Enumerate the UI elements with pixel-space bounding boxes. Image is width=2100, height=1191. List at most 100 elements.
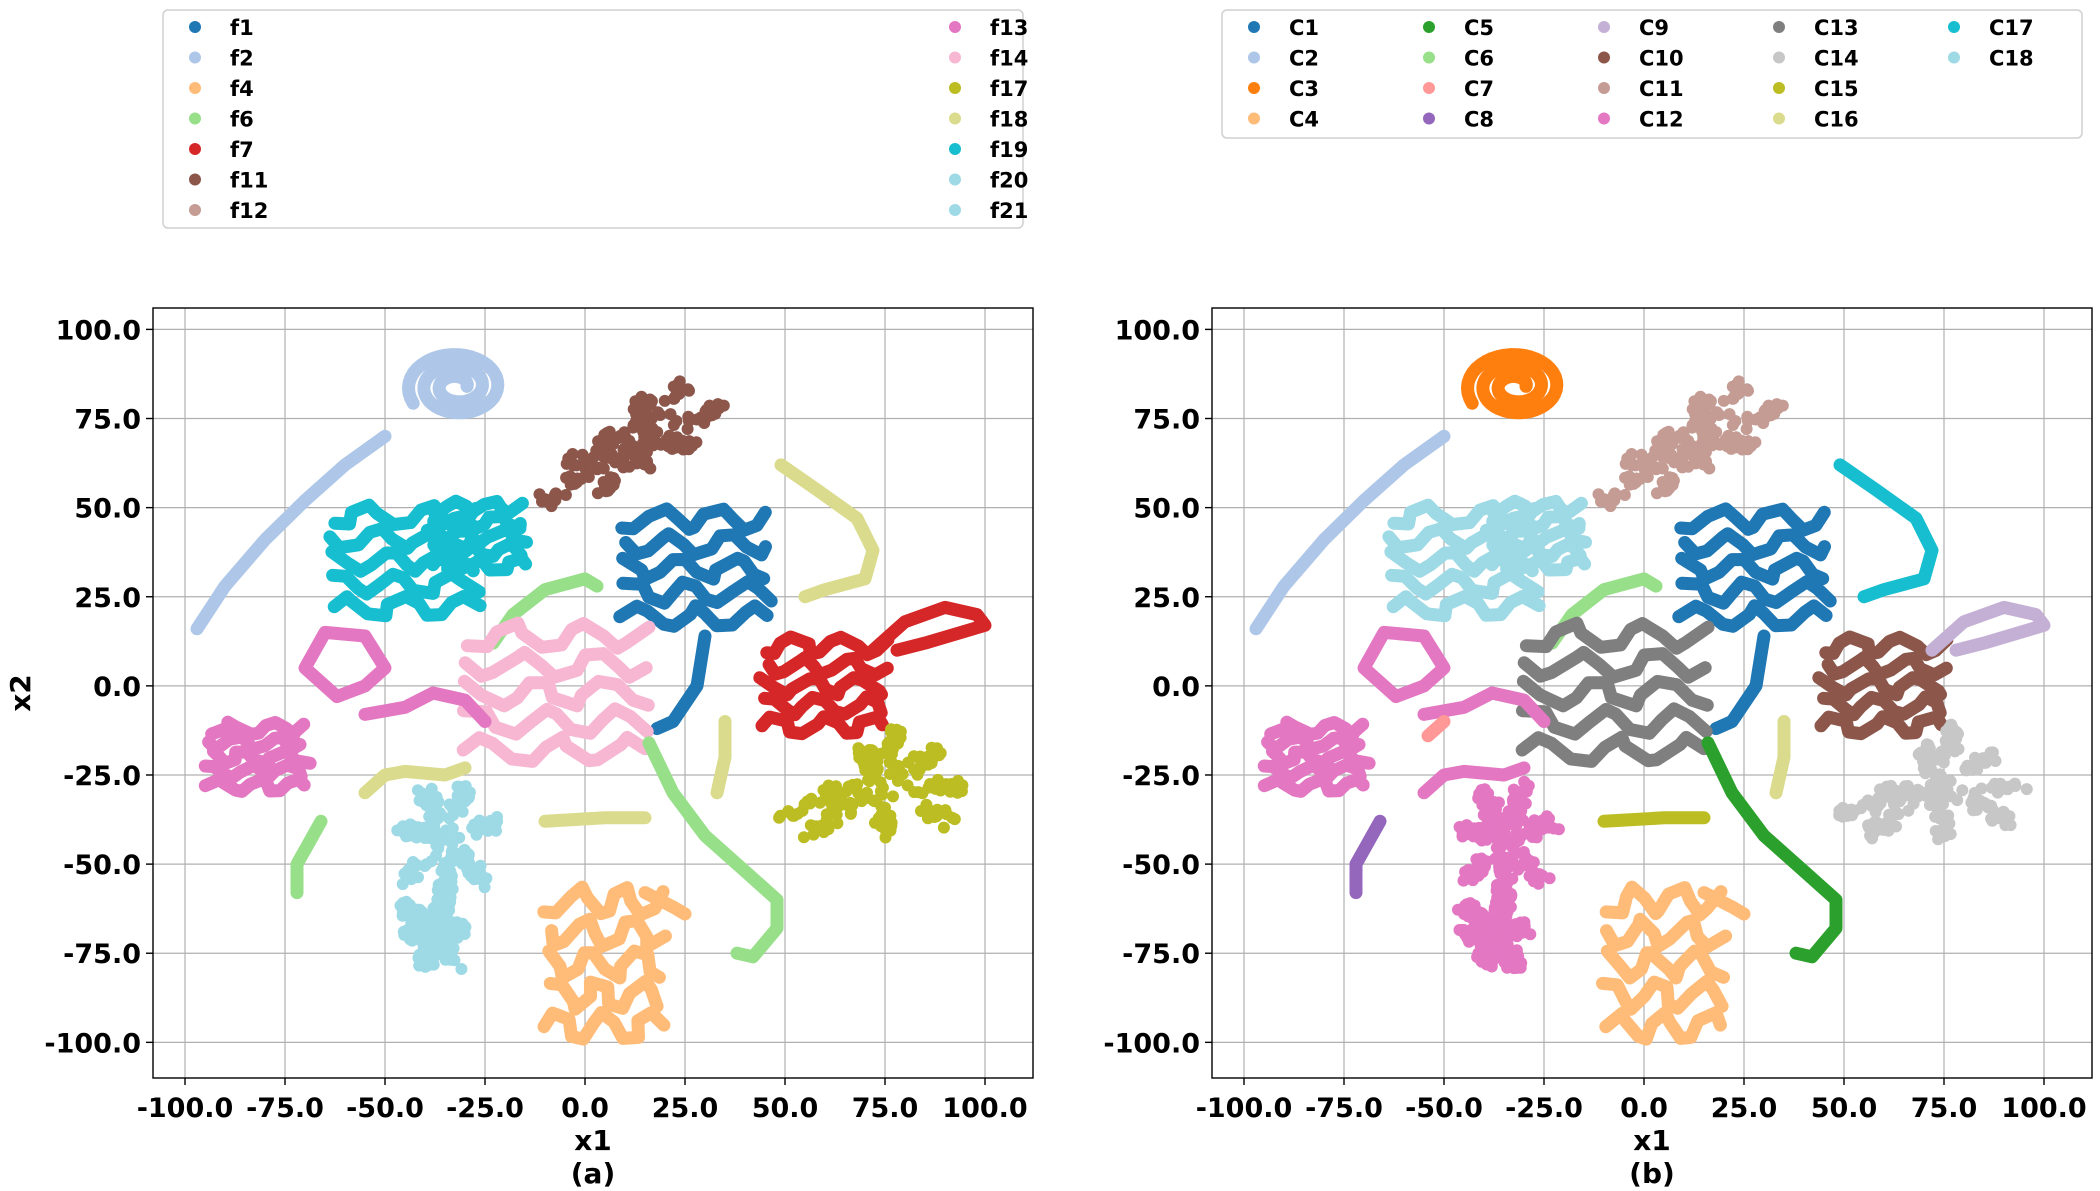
- series-C14: [1833, 718, 2033, 846]
- data-point: [417, 794, 430, 807]
- series-C9: [1925, 600, 2051, 657]
- data-point: [1660, 433, 1673, 446]
- data-point: [425, 855, 438, 868]
- data-point: [425, 804, 438, 817]
- x-tick-label: 25.0: [652, 1093, 719, 1124]
- data-point: [1697, 458, 1710, 471]
- series-stroke: [1461, 348, 1564, 420]
- legend-label: f14: [990, 47, 1028, 71]
- data-point: [1934, 806, 1947, 819]
- legend-entry: C7: [1423, 77, 1494, 101]
- data-point: [1457, 821, 1470, 834]
- legend-entry: f7: [189, 138, 254, 162]
- legend-marker: [1948, 51, 1960, 64]
- legend-marker: [189, 204, 201, 216]
- data-point: [1600, 495, 1613, 508]
- series-f4: [537, 880, 672, 1046]
- series-stroke: [1261, 730, 1366, 756]
- series-f1: [650, 629, 712, 736]
- series-stroke: [1515, 730, 1711, 768]
- series-C12: [1357, 625, 1451, 704]
- data-point: [1470, 928, 1483, 941]
- series-C3: [1461, 348, 1564, 420]
- data-point: [1963, 760, 1976, 773]
- legend-entry: C4: [1248, 108, 1319, 132]
- series-stroke: [758, 690, 888, 722]
- data-point: [1710, 426, 1723, 439]
- data-point: [934, 784, 947, 797]
- data-point: [885, 757, 898, 770]
- x-tick-label: 75.0: [852, 1093, 919, 1124]
- series-stroke: [1814, 710, 1948, 741]
- legend-marker: [949, 143, 961, 155]
- data-point: [1713, 438, 1726, 451]
- series-stroke: [1600, 944, 1730, 985]
- legend-entry: f13: [949, 16, 1028, 40]
- series-stroke: [1709, 629, 1771, 736]
- legend-entry: f18: [949, 108, 1028, 132]
- data-point: [2009, 780, 2022, 792]
- data-point: [1922, 738, 1935, 751]
- series-stroke: [1821, 651, 1953, 682]
- data-point: [455, 963, 468, 975]
- series-f4: [638, 886, 692, 921]
- series-stroke: [1349, 814, 1387, 900]
- series-f17: [773, 723, 969, 844]
- series-stroke: [543, 974, 664, 1016]
- data-point: [1543, 872, 1556, 885]
- legend-marker: [1598, 21, 1610, 33]
- data-point: [694, 411, 707, 424]
- series-stroke: [619, 527, 772, 562]
- legend-marker: [949, 82, 961, 94]
- legend-marker: [1598, 82, 1610, 94]
- y-tick-label: 0.0: [93, 672, 141, 703]
- series-stroke: [774, 458, 880, 604]
- series-stroke: [1486, 494, 1588, 521]
- data-point: [1846, 803, 1858, 816]
- y-tick-label: -75.0: [1122, 939, 1200, 970]
- data-point: [881, 817, 894, 830]
- series-stroke: [457, 702, 654, 741]
- data-point: [455, 927, 468, 939]
- legend-label: C1: [1289, 16, 1319, 40]
- data-point: [786, 809, 799, 822]
- data-point: [1944, 775, 1957, 788]
- data-point: [644, 393, 656, 406]
- data-point: [1651, 435, 1664, 448]
- x-tick-label: -75.0: [1305, 1093, 1383, 1124]
- data-point: [1470, 909, 1483, 922]
- legend-label: f20: [990, 169, 1028, 193]
- y-axis-label: x2: [4, 674, 37, 712]
- series-stroke: [1817, 690, 1947, 722]
- series-stroke: [1421, 715, 1451, 743]
- series-stroke: [616, 575, 778, 610]
- data-point: [1518, 916, 1531, 929]
- data-point: [623, 434, 636, 447]
- legend-marker: [1773, 21, 1785, 33]
- series-stroke: [190, 429, 392, 636]
- data-point: [1987, 804, 2000, 817]
- data-point: [1490, 803, 1502, 816]
- data-point: [1836, 801, 1849, 814]
- data-point: [1530, 831, 1543, 844]
- series-C12: [1417, 686, 1551, 728]
- series-C2: [1249, 429, 1451, 636]
- legend-entry: C1: [1248, 16, 1319, 40]
- series-C4: [1697, 886, 1751, 921]
- data-point: [1699, 443, 1712, 456]
- series-C7: [1421, 715, 1451, 743]
- data-point: [916, 787, 929, 800]
- data-point: [1507, 783, 1520, 796]
- legend-panel-b: C1 C2 C3 C4 C5 C6 C7 C8 C9 C10 C11 C12 C13 C14 C15 C16 C…: [1221, 9, 2083, 139]
- x-tick-label: -25.0: [446, 1093, 524, 1124]
- data-point: [427, 902, 440, 915]
- data-point: [446, 822, 459, 835]
- legend-entry: C10: [1598, 47, 1684, 71]
- data-point: [1978, 752, 1991, 765]
- series-C16: [1769, 715, 1791, 800]
- data-point: [1877, 823, 1889, 836]
- legend-marker: [1598, 51, 1610, 64]
- series-f6: [290, 814, 328, 900]
- series-stroke: [537, 880, 670, 922]
- data-point: [415, 957, 428, 970]
